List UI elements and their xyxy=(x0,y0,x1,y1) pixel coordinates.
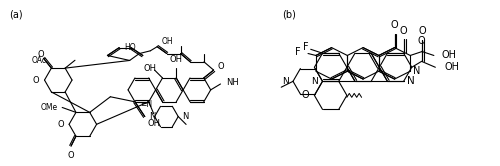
Text: OAc: OAc xyxy=(32,56,46,65)
Text: N: N xyxy=(413,66,420,76)
Text: O: O xyxy=(218,62,224,71)
Text: O: O xyxy=(418,26,426,36)
Text: OH: OH xyxy=(444,62,459,72)
Text: O: O xyxy=(38,50,44,59)
Text: OH: OH xyxy=(147,119,160,127)
Text: N: N xyxy=(282,77,289,86)
Text: OH: OH xyxy=(442,50,456,60)
Text: O: O xyxy=(33,76,40,84)
Text: F: F xyxy=(303,42,308,52)
Text: OH: OH xyxy=(170,55,183,64)
Text: NH: NH xyxy=(226,78,239,86)
Text: O: O xyxy=(58,120,64,129)
Text: OH: OH xyxy=(143,64,156,73)
Text: OH: OH xyxy=(162,37,173,46)
Text: N: N xyxy=(182,112,188,121)
Text: O: O xyxy=(68,151,74,160)
Text: =N: =N xyxy=(140,100,152,109)
Text: (b): (b) xyxy=(282,9,296,19)
Text: HO: HO xyxy=(124,43,136,52)
Text: O: O xyxy=(390,20,398,30)
Text: (a): (a) xyxy=(9,9,22,19)
Text: O: O xyxy=(418,36,426,46)
Text: O: O xyxy=(400,26,407,36)
Text: OMe: OMe xyxy=(40,103,58,112)
Text: N: N xyxy=(148,112,155,121)
Text: O: O xyxy=(302,90,310,100)
Text: N: N xyxy=(311,77,318,86)
Text: F: F xyxy=(294,46,300,57)
Text: N: N xyxy=(406,76,414,86)
